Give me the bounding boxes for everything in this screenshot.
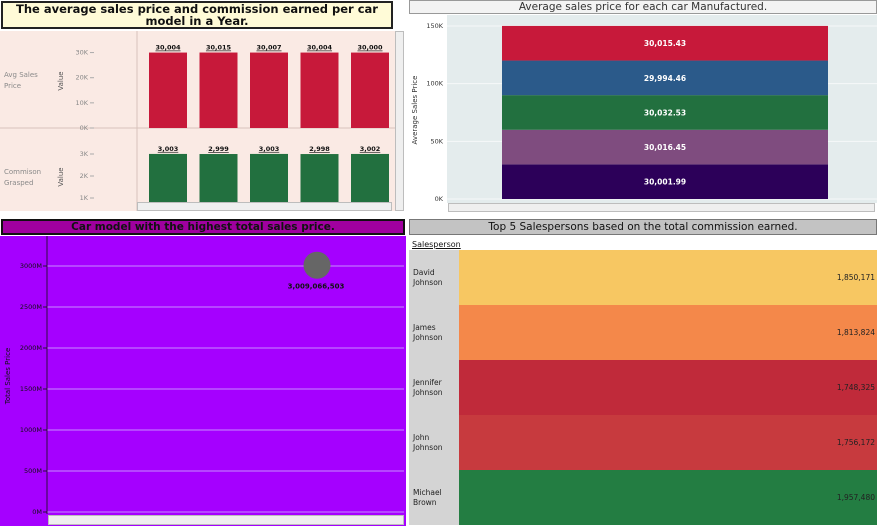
row2-tick-label: 1K [80, 194, 89, 202]
salesperson-name-cell [409, 250, 459, 305]
avg-sales-bar [199, 52, 238, 128]
avg-sales-bar-label: 30,000 [357, 44, 383, 52]
commission-value: 1,813,824 [836, 328, 875, 337]
row1-tick-label: 0K [80, 124, 89, 132]
panel2-chart: 150K 100K 50K 0K Average Sales Price 30,001.9… [411, 15, 877, 203]
row1-label-line2: Price [4, 82, 21, 90]
row1-axis-title: Value [57, 71, 65, 90]
row2-label-line1: Commison [4, 168, 41, 176]
salesperson-name: Michael Brown [413, 488, 442, 507]
panel1-vertical-scrollbar[interactable] [395, 31, 404, 211]
stacked-segment-label: 30,032.53 [644, 108, 686, 117]
row2-tick-label: 2K [80, 172, 89, 180]
scatter-point-label: 3,009,066,503 [288, 282, 345, 290]
panel3-tick-label: 1500M [20, 385, 42, 393]
salesperson-name: David Johnson [413, 268, 443, 287]
salesperson-name-cell [409, 470, 459, 525]
salesperson-table: David Johnson 1,850,171 James Johnson 1,813… [409, 250, 877, 526]
panel2-axis-title: Average Sales Price [411, 76, 419, 145]
panel3-background [0, 236, 406, 526]
avg-sales-bar-label: 30,015 [206, 44, 232, 52]
panel2-tick-label: 150K [426, 22, 443, 30]
salesperson-name-cell [409, 305, 459, 360]
stacked-segment [502, 60, 828, 96]
salesperson-name: John Johnson [413, 433, 443, 452]
salesperson-name: James Johnson [413, 323, 443, 342]
commission-bar [199, 154, 238, 211]
panel1-chart: Avg Sales Price Commison Grasped Value Value 3… [0, 31, 395, 211]
salesperson-name-cell [409, 360, 459, 415]
commission-row-bar [459, 360, 877, 415]
stacked-segment [502, 25, 828, 61]
panel1-horizontal-scrollbar[interactable] [137, 202, 392, 211]
commission-bar [300, 154, 339, 211]
salesperson-name-cell [409, 415, 459, 470]
commission-value: 1,756,172 [836, 438, 875, 447]
row1-tick-label: 20K [75, 74, 88, 82]
panel3-tick-label: 500M [24, 467, 42, 475]
salesperson-name: Jennifer Johnson [413, 378, 443, 397]
avg-sales-bar-label: 30,004 [307, 44, 333, 52]
panel2-horizontal-scrollbar[interactable] [448, 203, 875, 212]
panel4-title: Top 5 Salespersons based on the total co… [409, 219, 877, 235]
commission-bar [351, 153, 389, 211]
panel3-horizontal-scrollbar[interactable] [48, 515, 404, 525]
salesperson-column-header: Salesperson [412, 240, 461, 249]
commission-bar-label: 2,998 [309, 145, 330, 153]
commission-bar-label: 3,003 [158, 145, 179, 153]
commission-bar-label: 3,002 [360, 145, 381, 153]
stacked-segment [502, 164, 828, 199]
avg-sales-bar [351, 52, 389, 128]
row1-tick-label: 10K [75, 99, 88, 107]
stacked-segment [502, 95, 828, 130]
panel3-tick-label: 0M [32, 508, 42, 516]
commission-row-bar [459, 250, 877, 305]
avg-sales-bar [250, 52, 288, 128]
stacked-segment-label: 29,994.46 [644, 74, 686, 83]
avg-sales-bar [300, 52, 339, 128]
avg-sales-bar-label: 30,007 [256, 44, 281, 52]
panel3-tick-label: 2500M [20, 303, 42, 311]
commission-bar-label: 2,999 [208, 145, 229, 153]
avg-sales-bar [149, 52, 187, 128]
stacked-segment [502, 129, 828, 165]
panel3-chart: 3000M 2500M 2000M 1500M 1000M 500M 0M Total Sal… [0, 236, 406, 526]
panel3-tick-label: 1000M [20, 426, 42, 434]
commission-row-bar [459, 470, 877, 525]
panel3-axis-title: Total Sales Price [4, 348, 12, 406]
panel2-tick-label: 100K [426, 80, 443, 88]
avg-sales-bar-label: 30,004 [155, 44, 181, 52]
commission-row-bar [459, 415, 877, 470]
commission-bar [149, 153, 187, 211]
row2-label-line2: Grasped [4, 179, 33, 187]
panel1-title: The average sales price and commission e… [1, 1, 393, 29]
stacked-segment-label: 30,001.99 [644, 178, 686, 187]
commission-row-bar [459, 305, 877, 360]
panel2-tick-label: 0K [435, 195, 444, 203]
commission-bar [250, 153, 288, 211]
commission-bar-label: 3,003 [259, 145, 280, 153]
panel3-tick-label: 2000M [20, 344, 42, 352]
panel3-tick-label: 3000M [20, 262, 42, 270]
row1-tick-label: 30K [75, 49, 88, 57]
stacked-segment-label: 30,016.45 [644, 143, 686, 152]
panel2-title: Average sales price for each car Manufac… [409, 0, 877, 14]
row2-axis-title: Value [57, 167, 65, 186]
panel2-tick-label: 50K [430, 137, 443, 145]
row1-label-line1: Avg Sales [4, 71, 38, 79]
commission-value: 1,957,480 [836, 493, 875, 502]
commission-value: 1,850,171 [836, 273, 875, 282]
row2-tick-label: 3K [80, 150, 89, 158]
stacked-segment-label: 30,015.43 [644, 39, 686, 48]
commission-value: 1,748,325 [836, 383, 875, 392]
panel3-title: Car model with the highest total sales p… [1, 219, 405, 235]
scatter-point [303, 251, 331, 279]
